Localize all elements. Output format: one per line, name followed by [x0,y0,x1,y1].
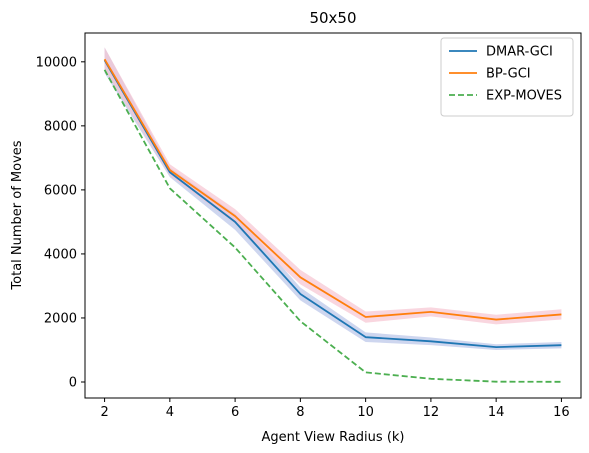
y-tick-label: 8000 [44,119,77,134]
series-line-exp-moves [103,69,562,383]
x-tick-label: 10 [357,405,374,420]
x-tick-label: 14 [488,405,505,420]
chart-title: 50x50 [309,9,356,27]
legend-label: EXP-MOVES [486,89,562,104]
plot-frame [84,32,582,399]
x-tick-label: 4 [166,405,174,420]
x-tick-label: 2 [100,405,108,420]
y-tick-label: 6000 [44,183,77,198]
legend-box [440,37,574,117]
legend-label: BP-GCI [486,67,531,82]
x-tick-label: 8 [296,405,304,420]
series-line-dmar-gci [103,59,562,348]
y-tick-label: 10000 [36,55,77,70]
x-tick-label: 12 [423,405,440,420]
x-axis-ticks: 2 4 6 8 10 12 14 16 [100,398,570,420]
series-line-bp-gci [103,58,562,321]
y-tick-label: 0 [69,375,77,390]
y-tick-label: 2000 [44,311,77,326]
band-bp-gci [104,47,562,325]
y-axis-label: Total Number of Moves [10,140,25,290]
legend: DMAR-GCI BP-GCI EXP-MOVES [440,37,574,117]
legend-label: DMAR-GCI [486,45,553,60]
y-tick-label: 4000 [44,247,77,262]
series-lines [103,58,562,383]
confidence-bands [104,47,562,350]
x-tick-label: 16 [553,405,570,420]
x-axis-label: Agent View Radius (k) [262,430,405,445]
y-axis-ticks: 0 2000 4000 6000 8000 10000 [36,55,85,390]
x-tick-label: 6 [231,405,239,420]
